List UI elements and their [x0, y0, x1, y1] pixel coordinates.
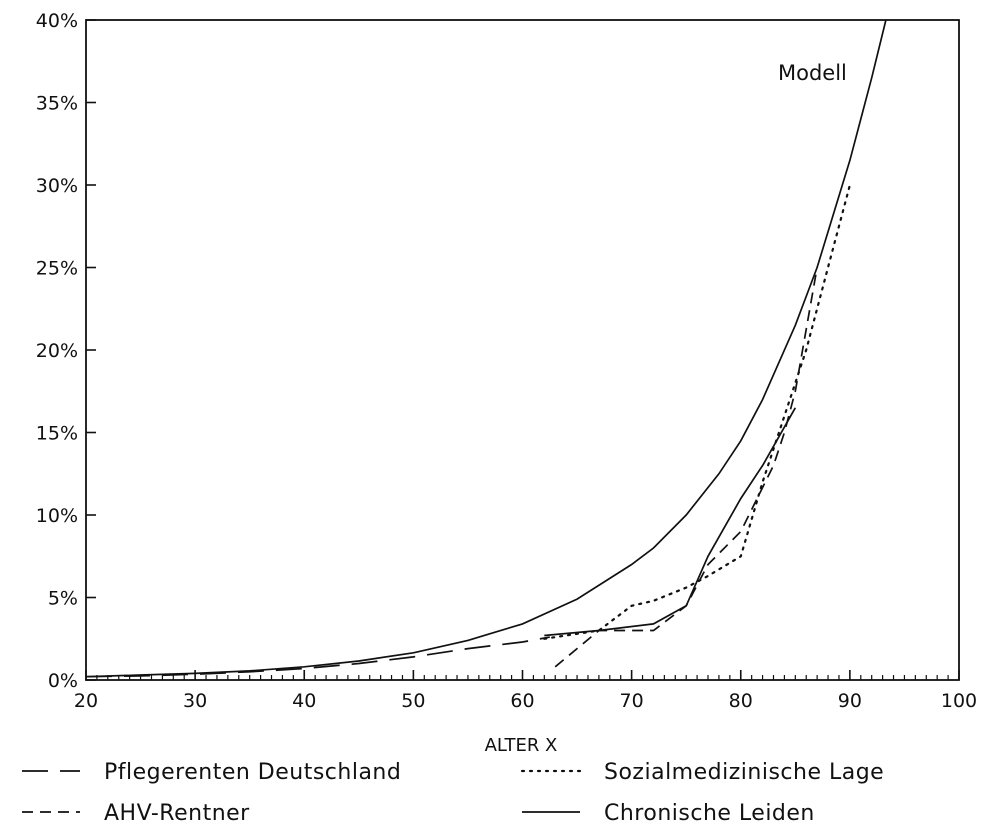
x-tick-label: 100: [941, 690, 977, 712]
x-tick-label: 50: [401, 690, 425, 712]
legend-item: AHV-Rentner: [22, 801, 250, 826]
y-tick-label: 25%: [36, 258, 78, 280]
y-tick-label: 35%: [36, 93, 78, 115]
modell-annotation: Modell: [778, 61, 847, 85]
y-tick-label: 40%: [36, 10, 78, 32]
legend-label: Pflegerenten Deutschland: [104, 760, 401, 785]
series-layer: [86, 20, 886, 677]
y-tick-label: 30%: [36, 175, 78, 197]
y-axis: 0% 5% 10% 15% 20% 25% 30% 35% 40%: [36, 10, 96, 692]
series-ahv-rentner: [555, 268, 817, 667]
x-axis: 20 30 40 50 60 70 80 90 100: [74, 670, 977, 712]
x-tick-label: 70: [620, 690, 644, 712]
legend-label: Chronische Leiden: [604, 801, 815, 826]
series-modell: [86, 20, 886, 677]
x-axis-label: ALTER X: [485, 735, 558, 756]
y-tick-label: 10%: [36, 505, 78, 527]
x-tick-label: 90: [838, 690, 862, 712]
legend-label: Sozialmedizinische Lage: [604, 760, 884, 785]
legend-item: Chronische Leiden: [522, 801, 815, 826]
y-tick-label: 5%: [48, 588, 78, 610]
legend-label: AHV-Rentner: [104, 801, 250, 826]
y-tick-label: 0%: [48, 670, 78, 692]
plot-frame: [86, 20, 959, 680]
series-sozialmedizinische-lage: [544, 185, 850, 639]
y-tick-label: 20%: [36, 340, 78, 362]
x-tick-label: 20: [74, 690, 98, 712]
x-tick-label: 30: [183, 690, 207, 712]
x-tick-label: 40: [292, 690, 316, 712]
x-tick-label: 80: [729, 690, 753, 712]
legend-item: Pflegerenten Deutschland: [22, 760, 401, 785]
series-chronische-leiden: [544, 408, 795, 636]
series-pflegerenten-deutschland: [86, 637, 550, 677]
y-tick-label: 15%: [36, 423, 78, 445]
x-tick-label: 60: [510, 690, 534, 712]
legend-item: Sozialmedizinische Lage: [522, 760, 884, 785]
legend: Pflegerenten Deutschland AHV-Rentner Sozia…: [22, 760, 884, 826]
